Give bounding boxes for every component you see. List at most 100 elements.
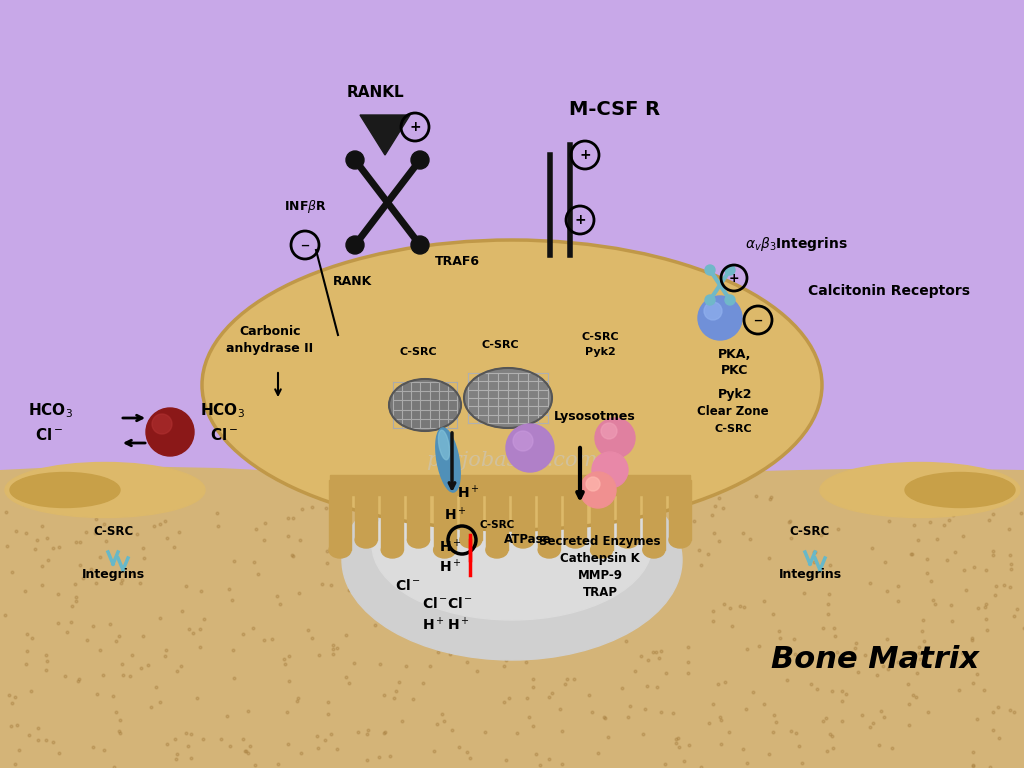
Point (667, 533, 683, 545)
Point (791, 740, 807, 753)
Point (439, 625, 456, 637)
Point (618, 634, 635, 647)
Point (173, 660, 189, 672)
Point (280, 512, 296, 525)
Point (518, 692, 535, 704)
Point (454, 617, 470, 630)
Point (269, 758, 286, 768)
Point (269, 589, 286, 601)
Point (738, 757, 755, 768)
Point (705, 615, 721, 627)
Point (1016, 622, 1024, 634)
Point (0, 609, 13, 621)
Point (497, 660, 513, 672)
Point (706, 527, 722, 539)
Point (18, 645, 35, 657)
Point (318, 557, 335, 569)
Point (969, 713, 985, 726)
Point (280, 530, 296, 542)
Point (497, 533, 513, 545)
Circle shape (592, 452, 628, 488)
Point (248, 523, 264, 535)
Point (527, 748, 544, 760)
Text: TRAF6: TRAF6 (434, 255, 479, 268)
Point (62, 616, 79, 628)
Point (584, 707, 600, 719)
Point (705, 508, 721, 521)
Point (947, 546, 964, 558)
Text: C-SRC: C-SRC (481, 340, 519, 350)
Point (910, 641, 927, 654)
Point (279, 707, 295, 719)
Ellipse shape (329, 542, 351, 558)
Point (461, 552, 477, 564)
Point (360, 594, 377, 607)
Point (524, 673, 541, 685)
Text: PKA,: PKA, (718, 348, 752, 361)
Point (170, 525, 186, 538)
Point (985, 549, 1001, 561)
Point (72, 558, 88, 571)
Point (566, 673, 583, 685)
Point (861, 577, 878, 589)
Point (863, 542, 880, 554)
Ellipse shape (438, 430, 450, 460)
Point (3, 720, 19, 732)
Point (404, 693, 421, 705)
Point (541, 753, 557, 766)
Circle shape (705, 265, 715, 275)
Point (781, 515, 798, 528)
Text: RANK: RANK (333, 275, 372, 288)
Point (641, 553, 657, 565)
Point (24, 632, 40, 644)
Point (493, 577, 509, 589)
Point (197, 612, 213, 624)
Point (434, 708, 451, 720)
Point (640, 581, 656, 593)
Text: H$^+$: H$^+$ (438, 558, 462, 575)
Point (625, 558, 641, 571)
Point (24, 684, 40, 697)
Point (178, 727, 195, 739)
Point (133, 662, 150, 674)
Point (779, 674, 796, 686)
Point (84, 493, 100, 505)
Point (459, 746, 475, 758)
Point (636, 703, 652, 715)
Point (359, 723, 376, 736)
Point (813, 528, 829, 541)
Point (386, 692, 402, 704)
Point (157, 515, 173, 528)
Point (358, 753, 375, 766)
Point (612, 581, 629, 593)
Point (627, 664, 643, 677)
Point (442, 589, 459, 601)
Text: +: + (729, 272, 739, 284)
Point (756, 594, 772, 607)
Circle shape (506, 424, 554, 472)
Point (515, 491, 531, 503)
Point (338, 670, 354, 683)
Point (874, 660, 891, 673)
Point (1006, 610, 1022, 622)
Point (183, 727, 200, 740)
Text: Pyk2: Pyk2 (585, 347, 615, 357)
Point (922, 502, 938, 514)
Point (3, 697, 19, 710)
Point (909, 535, 926, 547)
Point (879, 585, 895, 598)
Point (426, 745, 442, 757)
Point (178, 580, 195, 592)
Point (638, 610, 654, 622)
Point (113, 577, 129, 589)
Point (30, 722, 46, 734)
Point (741, 533, 758, 545)
Point (102, 617, 119, 630)
Point (672, 741, 688, 753)
Point (835, 715, 851, 727)
Point (623, 487, 639, 499)
Point (824, 685, 841, 697)
Point (388, 684, 404, 697)
Point (795, 756, 811, 768)
Point (985, 706, 1001, 718)
